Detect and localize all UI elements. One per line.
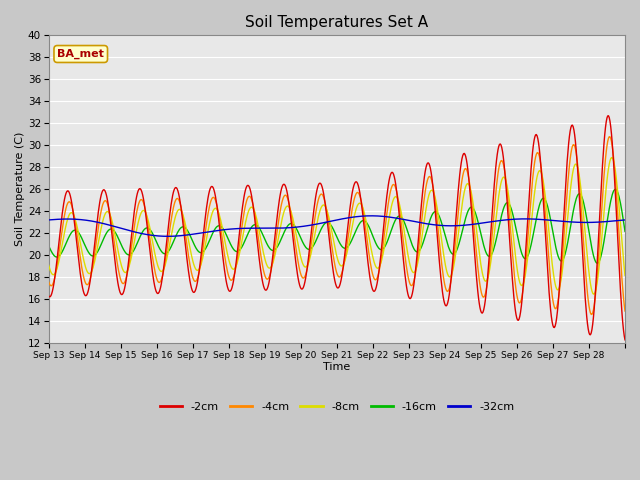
X-axis label: Time: Time <box>323 362 351 372</box>
Title: Soil Temperatures Set A: Soil Temperatures Set A <box>245 15 428 30</box>
Legend: -2cm, -4cm, -8cm, -16cm, -32cm: -2cm, -4cm, -8cm, -16cm, -32cm <box>155 398 518 417</box>
Text: BA_met: BA_met <box>58 49 104 59</box>
Y-axis label: Soil Temperature (C): Soil Temperature (C) <box>15 132 25 246</box>
